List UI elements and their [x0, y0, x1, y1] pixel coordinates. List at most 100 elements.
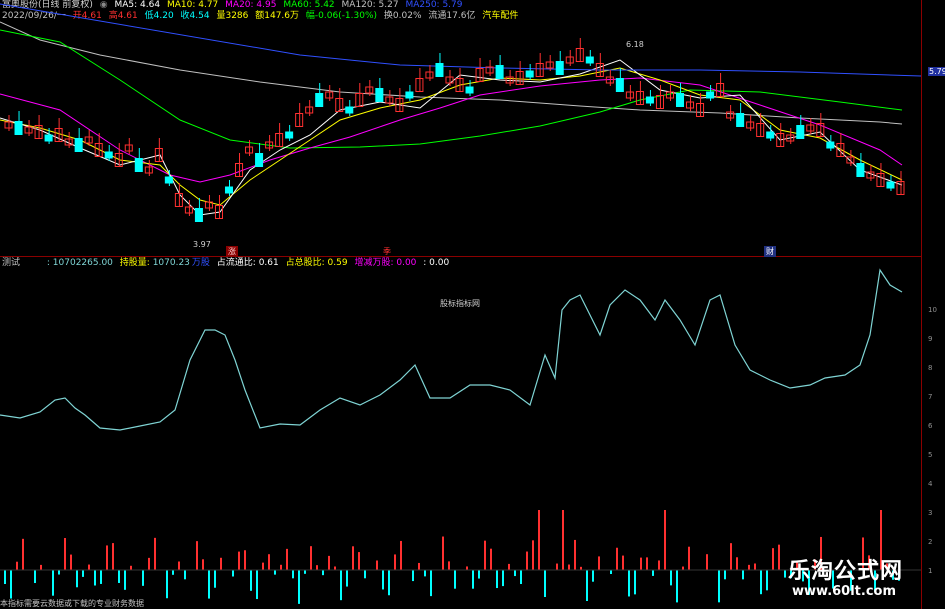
candle-body: [204, 201, 213, 209]
histogram-bar: [274, 570, 276, 575]
candle-body: [485, 66, 494, 74]
histogram-bar: [256, 570, 258, 600]
candle-body: [375, 88, 384, 102]
pane-divider[interactable]: [0, 256, 921, 257]
histogram-bar: [58, 570, 60, 575]
candle-body: [545, 61, 554, 69]
holdings-label: 持股量:: [119, 258, 153, 268]
ma20-line: [0, 77, 903, 183]
histogram-bar: [586, 570, 588, 602]
indicator-header: 测试 : 10702265.00 持股量: 1070.23 万股 占流通比: 0.…: [2, 258, 453, 269]
candle-body: [796, 125, 805, 139]
float-ratio-value: 0.61: [258, 258, 279, 268]
histogram-bar: [742, 570, 744, 580]
candle-body: [54, 128, 63, 142]
histogram-bar: [592, 570, 594, 582]
volume-value: 量3286: [216, 11, 249, 21]
histogram-bar: [118, 570, 120, 583]
cai-marker[interactable]: 财: [764, 246, 776, 257]
candle-body: [365, 86, 374, 94]
right-axis[interactable]: [921, 0, 945, 609]
histogram-bar: [652, 570, 654, 576]
histogram-bar: [736, 557, 738, 570]
candle-body: [425, 71, 434, 79]
candle-body: [24, 126, 33, 134]
histogram-bar: [880, 510, 882, 570]
histogram-bar: [322, 570, 324, 576]
candle-body: [525, 70, 534, 78]
histogram-bar: [208, 570, 210, 599]
candle-body: [94, 143, 103, 157]
stock-title[interactable]: 富奥股份(日线 前复权): [2, 0, 93, 10]
candle-body: [435, 63, 444, 77]
histogram-bar: [682, 566, 684, 570]
histogram-bar: [646, 557, 648, 570]
candle-body: [716, 83, 725, 97]
candle-body: [14, 121, 23, 135]
indicator-name[interactable]: 测试: [2, 258, 21, 268]
candle-body: [335, 98, 344, 112]
axis-tick-label: 9: [928, 335, 933, 343]
histogram-bar: [862, 537, 864, 570]
histogram-bar: [220, 557, 222, 570]
histogram-bar: [376, 560, 378, 570]
kline-chart[interactable]: [0, 0, 921, 609]
axis-tick-label: 2: [928, 538, 933, 546]
low-price-label: 3.97: [193, 240, 211, 249]
histogram-bar: [412, 570, 414, 582]
candle-body: [696, 103, 705, 117]
candle-body: [64, 138, 73, 146]
histogram-bar: [10, 570, 12, 599]
histogram-bar: [358, 552, 360, 570]
watermark-url: www.60lt.com: [792, 584, 897, 599]
histogram-bar: [802, 570, 804, 582]
candle-body: [816, 123, 825, 137]
indicator-value1: : 10702265.00: [46, 258, 113, 268]
histogram-bar: [784, 570, 786, 578]
candle-body: [345, 106, 354, 114]
candle-body: [255, 153, 264, 167]
candle-body: [114, 153, 123, 167]
histogram-bar: [622, 555, 624, 570]
candle-body: [134, 158, 143, 172]
histogram-bar: [766, 570, 768, 591]
histogram-bar: [502, 570, 504, 587]
histogram-bar: [454, 570, 456, 589]
candle-body: [174, 193, 183, 207]
footer-note: 本指标需要云数据或下载的专业财务数据: [0, 599, 144, 608]
histogram-bar: [748, 564, 750, 570]
histogram-bar: [796, 562, 798, 570]
histogram-bar: [388, 570, 390, 596]
histogram-bar: [424, 570, 426, 577]
candle-body: [405, 91, 414, 99]
open-value: 开4.61: [72, 11, 102, 21]
candle-body: [355, 93, 364, 107]
candle-body: [154, 148, 163, 162]
histogram-bar: [328, 555, 330, 570]
change-label: 增减万股:: [354, 258, 397, 268]
axis-tick-label: 1: [928, 567, 933, 575]
histogram-bar: [616, 547, 618, 570]
histogram-bar: [262, 562, 264, 570]
histogram-bar: [82, 570, 84, 577]
zhang-marker[interactable]: 涨: [226, 246, 238, 257]
histogram-bar: [730, 543, 732, 570]
histogram-bar: [808, 570, 810, 595]
axis-tick-label: 5: [928, 451, 933, 459]
candle-body: [736, 113, 745, 127]
candle-body: [886, 181, 895, 189]
candle-body: [265, 141, 274, 149]
ji-marker[interactable]: 季: [383, 247, 391, 256]
histogram-bar: [202, 559, 204, 570]
histogram-bar: [394, 554, 396, 570]
sector-value: 汽车配件: [482, 11, 519, 21]
histogram-bar: [4, 570, 6, 584]
histogram-bar: [664, 510, 666, 570]
candle-body: [655, 95, 664, 109]
candle-body: [625, 91, 634, 99]
histogram-bar: [886, 563, 888, 570]
histogram-bar: [334, 566, 336, 570]
candle-body: [706, 91, 715, 99]
candle-body: [615, 78, 624, 92]
candle-body: [585, 56, 594, 64]
